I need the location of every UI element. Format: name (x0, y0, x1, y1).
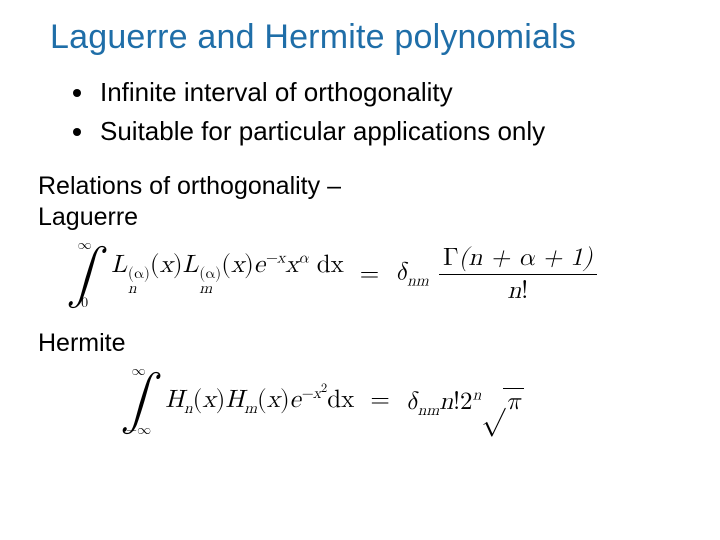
den-bang: ! (521, 278, 528, 303)
integral-sign: ∞ ∫ −∞ (120, 364, 157, 437)
e-base: e (290, 387, 301, 412)
equals-sign: = (370, 385, 389, 415)
x-exp: α (298, 252, 308, 267)
H1-base: H (165, 387, 184, 412)
delta-base: δ (395, 259, 407, 284)
L2-sup: (α) (199, 267, 221, 283)
two-base: 2 (460, 389, 473, 414)
frac-den: n! (503, 275, 532, 305)
laguerre-fraction: Γ(n + α + 1) n! (439, 244, 597, 304)
laguerre-integrand: L(α)n(x)L(α)m(x)e−xxα dx (111, 250, 344, 297)
den-n: n (507, 278, 521, 303)
slide-title: Laguerre and Hermite polynomials (50, 18, 690, 57)
integral-symbol-icon: ∫ (69, 252, 101, 297)
dx: dx (317, 252, 344, 277)
integral-symbol-icon: ∫ (123, 378, 155, 423)
L1-supsub: (α)n (128, 267, 150, 298)
two-exp: n (473, 388, 482, 403)
delta-sub: nm (418, 404, 440, 419)
sqrt-arg: π (503, 388, 524, 414)
delta-sub: nm (407, 274, 429, 289)
gamma-arg: (n + α + 1) (459, 245, 593, 270)
L1-sub: n (128, 282, 150, 298)
L1-arg: x (160, 252, 173, 277)
frac-num: Γ(n + α + 1) (439, 244, 597, 275)
e-exp: −x (265, 252, 285, 267)
hermite-equation: ∞ ∫ −∞ Hn(x)Hm(x)e−x2dx = δnmn!2n√π (120, 364, 690, 437)
H1-arg: x (202, 387, 215, 412)
L1-sup: (α) (128, 267, 150, 283)
laguerre-equation: ∞ ∫ 0 L(α)n(x)L(α)m(x)e−xxα dx = δnm Γ(n… (66, 238, 690, 311)
L2-arg: x (231, 252, 244, 277)
H1-sub: n (184, 402, 193, 417)
H2-sub: m (244, 402, 257, 417)
hermite-integrand: Hn(x)Hm(x)e−x2dx (165, 385, 354, 415)
delta-base: δ (406, 389, 418, 414)
equals-sign: = (360, 259, 379, 289)
laguerre-heading-line2: Laguerre (38, 203, 138, 231)
laguerre-rhs: δnm Γ(n + α + 1) n! (395, 244, 598, 304)
sqrt-icon: √ (481, 386, 505, 415)
slide: Laguerre and Hermite polynomials Infinit… (0, 0, 720, 540)
hermite-rhs: δnmn!2n√π (406, 383, 524, 418)
e-base: e (254, 252, 265, 277)
L1-base: L (111, 252, 127, 277)
n-fact-n: n (439, 389, 453, 414)
integral-sign: ∞ ∫ 0 (66, 238, 103, 311)
e-exp: −x2 (301, 387, 327, 402)
e-exp-text: −x (265, 252, 285, 267)
bullet-item: Suitable for particular applications onl… (96, 114, 690, 149)
H2-base: H (225, 387, 244, 412)
hermite-heading: Hermite (38, 328, 690, 359)
L2-supsub: (α)m (199, 267, 221, 298)
bullet-item: Infinite interval of orthogonality (96, 75, 690, 110)
dx: dx (327, 387, 354, 412)
gamma-symbol: Γ (443, 245, 459, 270)
laguerre-heading: Relations of orthogonality – Laguerre (38, 171, 690, 234)
e-exp-minus-x: −x (301, 387, 321, 402)
L2-sub: m (199, 282, 221, 298)
L2-base: L (183, 252, 199, 277)
laguerre-heading-line1: Relations of orthogonality – (38, 172, 341, 200)
n-fact-bang: ! (453, 389, 460, 414)
x-base: x (285, 252, 298, 277)
bullet-list: Infinite interval of orthogonality Suita… (70, 75, 690, 149)
H2-arg: x (267, 387, 280, 412)
